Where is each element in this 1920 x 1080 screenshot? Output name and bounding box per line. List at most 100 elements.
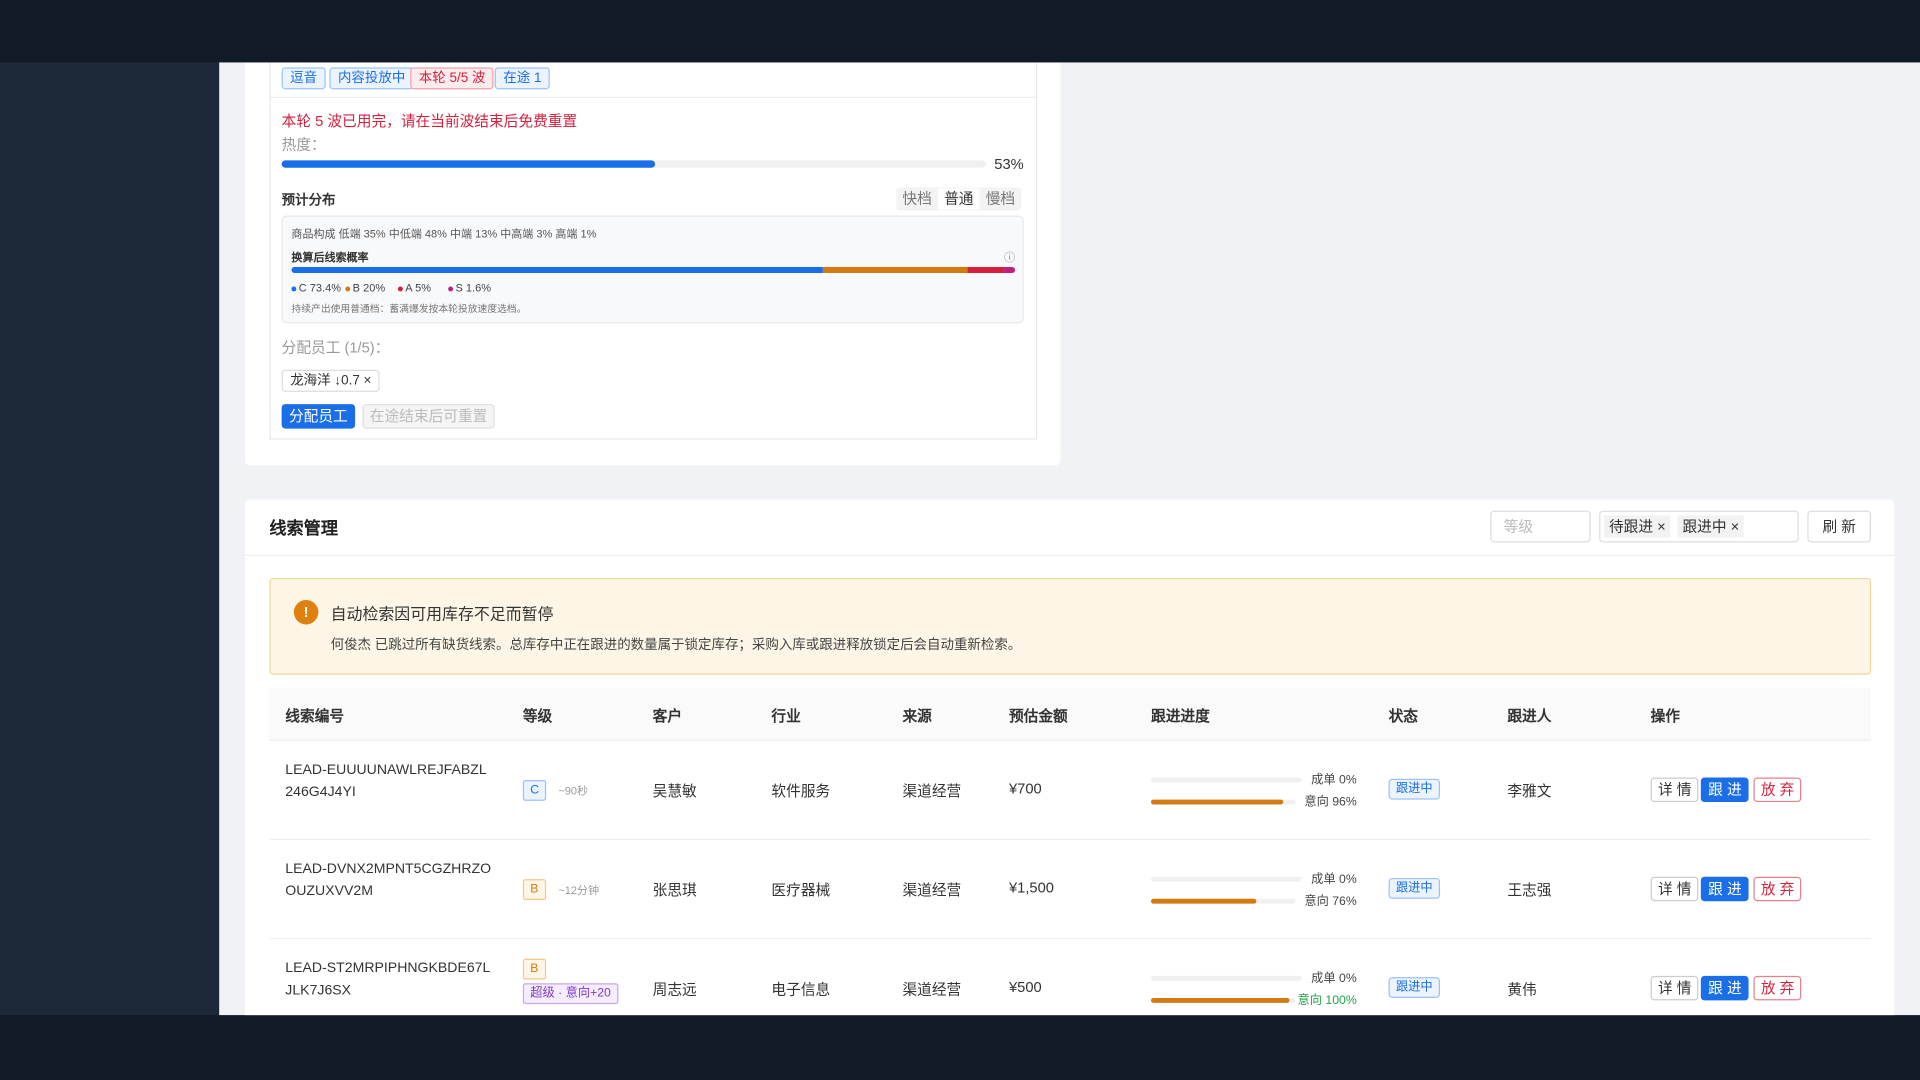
super-badge: 超级 · 意向+20: [522, 983, 619, 1005]
status-tag: 在途 1: [494, 67, 551, 90]
legend-dot: [291, 286, 297, 292]
speed-option[interactable]: 慢档: [985, 189, 1016, 207]
probability-label: C 73.4%: [298, 281, 342, 294]
speed-option[interactable]: 快档: [902, 189, 932, 207]
cell-source: 渠道经营: [902, 980, 962, 998]
lead-id: LEAD-DVNX2MPNT5CGZHRZOOUZUXVV2M: [285, 862, 492, 899]
action-button[interactable]: 放 弃: [1753, 876, 1802, 902]
column-header: 状态: [1388, 707, 1418, 725]
cell-owner: 李雅文: [1507, 782, 1552, 800]
action-button[interactable]: 放 弃: [1753, 975, 1802, 1001]
forecast-title: 预计分布: [281, 193, 336, 209]
column-header: 预估金额: [1008, 707, 1068, 725]
progress-track: [1151, 876, 1302, 882]
cell-customer: 周志远: [652, 980, 697, 998]
probability-title: 换算后线索概率: [291, 251, 369, 264]
cell-owner: 黄伟: [1507, 980, 1537, 998]
cell-source: 渠道经营: [902, 782, 962, 800]
assign-button[interactable]: 分配员工: [281, 404, 356, 429]
cell-customer: 张思琪: [652, 881, 697, 899]
column-header: 等级: [522, 707, 553, 725]
action-button[interactable]: 放 弃: [1753, 777, 1802, 803]
table-header: [269, 688, 1872, 741]
progress-track: [1151, 898, 1296, 904]
forecast-box: 商品构成 低端 35% 中低端 48% 中端 13% 中高端 3% 高端 1% 换…: [281, 215, 1024, 324]
action-button[interactable]: 详 情: [1650, 777, 1699, 803]
action-button[interactable]: 跟 进: [1700, 975, 1749, 1001]
column-header: 跟进进度: [1151, 707, 1210, 725]
legend-dot: [397, 286, 403, 292]
action-button[interactable]: 详 情: [1650, 975, 1699, 1001]
column-header: 操作: [1650, 707, 1681, 725]
row-divider: [269, 937, 1872, 940]
progress-bar: [1151, 898, 1257, 904]
filter-chip[interactable]: 跟进中 ×: [1677, 515, 1745, 538]
progress-track: [1151, 997, 1296, 1003]
cell-customer: 吴慧敏: [652, 782, 697, 800]
header-divider: [244, 554, 1895, 556]
progress-label: 成单 0%: [1311, 773, 1357, 788]
probability-label: S 1.6%: [455, 281, 492, 294]
cell-industry: 电子信息: [771, 980, 831, 998]
leads-card: 线索管理 等级 待跟进 × 跟进中 × 刷 新! 自动检索因可用库存不足而暂停 何俊杰 已跳…: [244, 499, 1895, 1016]
progress-label: 意向 96%: [1304, 795, 1357, 810]
grade-filter[interactable]: 等级: [1490, 510, 1591, 543]
legend-dot: [448, 286, 454, 292]
heat-label: 热度：: [281, 135, 326, 154]
leads-title: 线索管理: [269, 517, 338, 538]
row-divider: [269, 838, 1872, 840]
speed-switch: 快档 普通 慢档: [896, 187, 1022, 211]
assignee-chip[interactable]: 龙海洋 ↓0.7 ×: [281, 369, 380, 392]
status-tag: 跟进中: [1388, 778, 1440, 800]
side-nav: [0, 62, 220, 1016]
action-button[interactable]: 跟 进: [1700, 777, 1749, 803]
cell-amount: ¥500: [1008, 978, 1042, 996]
progress-bar: [1151, 799, 1284, 805]
progress-track: [1151, 799, 1296, 805]
cell-industry: 软件服务: [771, 782, 831, 800]
filter-chip[interactable]: 待跟进 ×: [1604, 515, 1671, 538]
reset-button: 在途结束后可重置: [362, 404, 495, 429]
cell-amount: ¥1,500: [1008, 879, 1054, 897]
status-tag: 跟进中: [1388, 977, 1440, 998]
speed-option[interactable]: 普通: [937, 188, 980, 210]
status-tag: 跟进中: [1388, 877, 1440, 899]
warning-text: 本轮 5 波已用完，请在当前波结束后免费重置: [281, 112, 578, 130]
grade-tag: B: [522, 879, 546, 900]
alert-icon: !: [293, 600, 319, 625]
alert-text: 何俊杰 已跳过所有缺货线索。总库存中正在跟进的数量属于锁定库存；采购入库或跟进释…: [330, 637, 1022, 653]
probability-segment: [822, 266, 968, 274]
note: 持续产出使用普通档：蓄满爆发按本轮投放速度选档。: [291, 303, 527, 315]
probability-label: A 5%: [405, 281, 432, 294]
info-icon: ⓘ: [1004, 251, 1016, 264]
progress-label: 意向 76%: [1304, 895, 1357, 909]
column-header: 行业: [771, 707, 801, 725]
column-header: 来源: [902, 707, 932, 725]
grade-tag: B: [522, 958, 546, 980]
column-header: 客户: [652, 707, 683, 725]
probability-segment: [1003, 266, 1016, 274]
main: 逗音 内容投放中 本轮 5/5 波在途 1 本轮 5 波已用完，请在当前波结束后免费重…: [219, 62, 1920, 1016]
progress-label: 意向 100%: [1297, 994, 1357, 1008]
status-tag: 逗音: [281, 67, 326, 90]
cell-source: 渠道经营: [902, 881, 962, 899]
assign-label: 分配员工 (1/5)：: [281, 339, 390, 357]
progress-bar: [1151, 997, 1290, 1003]
status-tag: 本轮 5/5 波: [410, 67, 494, 90]
grade-tag: C: [522, 780, 547, 801]
grade-note: ~12分钟: [558, 884, 600, 897]
lead-id: LEAD-EUUUUNAWLREJFABZL246G4J4YI: [285, 762, 487, 800]
refresh-button[interactable]: 刷 新: [1807, 510, 1872, 543]
config-card: 逗音 内容投放中 本轮 5/5 波在途 1 本轮 5 波已用完，请在当前波结束后免费重…: [244, 62, 1061, 466]
action-button[interactable]: 详 情: [1650, 876, 1699, 902]
cell-amount: ¥700: [1008, 780, 1042, 798]
heat-value: 53%: [994, 155, 1024, 173]
cell-owner: 王志强: [1507, 881, 1552, 899]
probability-segment: [291, 266, 823, 274]
status-filter[interactable]: 待跟进 × 跟进中 ×: [1599, 510, 1799, 543]
progress-label: 成单 0%: [1311, 873, 1357, 887]
action-button[interactable]: 跟 进: [1700, 876, 1749, 902]
probability-bar: [291, 266, 1016, 274]
progress-track: [1151, 975, 1302, 981]
